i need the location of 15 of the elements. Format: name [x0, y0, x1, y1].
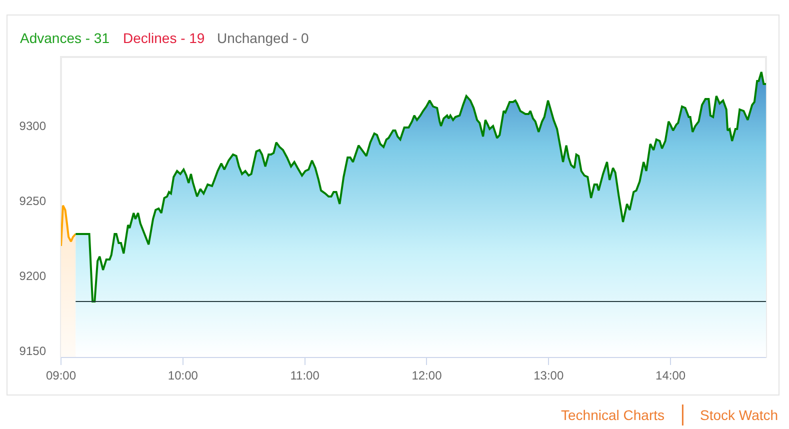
text: Unchanged - 0	[217, 30, 310, 46]
text: Declines - 19	[123, 30, 205, 46]
x-tick-label: 12:00	[412, 368, 442, 382]
y-tick-label: 9200	[19, 269, 46, 284]
text: Stock Watch	[700, 407, 778, 423]
text: Advances - 31	[20, 30, 110, 46]
x-tick-label: 10:00	[168, 368, 198, 382]
x-tick-label: 13:00	[534, 368, 564, 382]
x-tick-label: 09:00	[46, 368, 76, 382]
y-tick-label: 9150	[19, 344, 46, 358]
y-tick-label: 9250	[19, 194, 46, 208]
text: Technical Charts	[561, 407, 664, 423]
x-tick-label: 14:00	[656, 368, 686, 382]
x-tick-label: 11:00	[290, 368, 320, 382]
y-tick-label: 9300	[19, 119, 46, 134]
